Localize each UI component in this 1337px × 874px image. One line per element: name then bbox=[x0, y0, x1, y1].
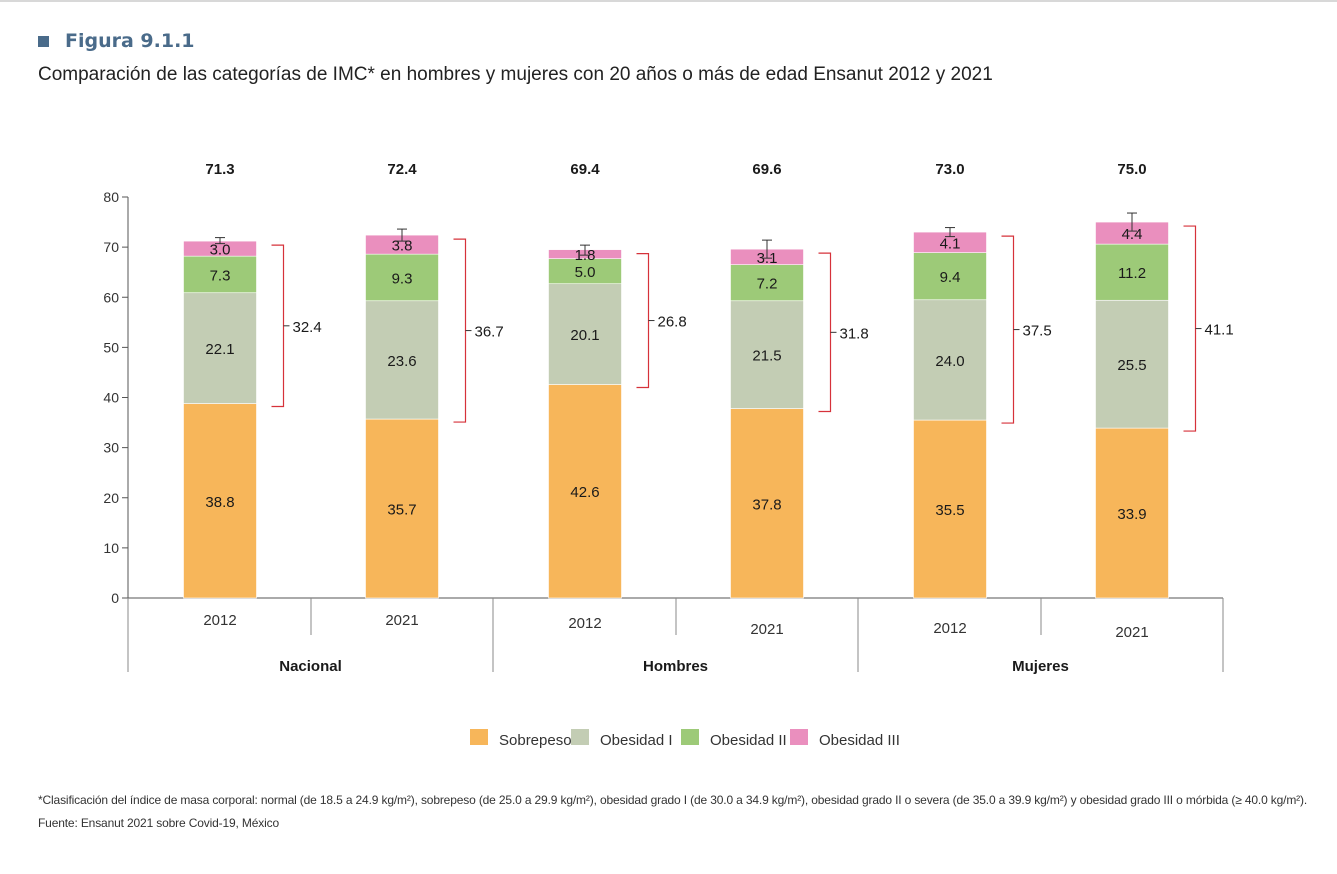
data-label: 35.7 bbox=[387, 502, 416, 519]
y-tick-label: 60 bbox=[103, 289, 119, 305]
bar-segment-obesidad-ii bbox=[730, 264, 804, 302]
bar-segment-obesidad-ii bbox=[1095, 243, 1169, 301]
data-label: 7.3 bbox=[210, 267, 231, 284]
data-label: 9.3 bbox=[392, 270, 413, 287]
data-label: 42.6 bbox=[570, 484, 599, 501]
obesity-bracket bbox=[636, 253, 650, 389]
bar-segment-obesidad-i bbox=[548, 283, 622, 385]
bar-segment-obesidad-i bbox=[365, 300, 439, 420]
figure-square-icon bbox=[38, 35, 49, 47]
bar-segment-obesidad-ii bbox=[913, 252, 987, 301]
data-label: 5.0 bbox=[575, 264, 596, 281]
data-label: 7.2 bbox=[757, 276, 778, 293]
y-tick-label: 80 bbox=[103, 189, 119, 205]
obesity-bracket bbox=[453, 238, 467, 423]
y-tick-label: 70 bbox=[103, 239, 119, 255]
obesity-bracket bbox=[1001, 235, 1015, 424]
bar-segment-obesidad-i bbox=[730, 300, 804, 409]
footnote-source: Fuente: Ensanut 2021 sobre Covid-19, Méx… bbox=[38, 816, 280, 830]
legend-label: Sobrepeso bbox=[499, 732, 572, 749]
data-label: 37.8 bbox=[752, 496, 781, 513]
data-label: 24.0 bbox=[935, 353, 964, 370]
obesity-total-label: 26.8 bbox=[658, 314, 687, 331]
bar-segment-obesidad-ii bbox=[183, 255, 257, 294]
legend-swatch bbox=[790, 729, 808, 745]
x-group-label: Nacional bbox=[279, 658, 342, 675]
bar-segment-sobrepeso bbox=[548, 384, 622, 599]
data-label: 25.5 bbox=[1117, 357, 1146, 374]
figure-label: Figura 9.1.1 bbox=[65, 30, 195, 52]
bar-total-label: 75.0 bbox=[1117, 161, 1146, 178]
legend-label: Obesidad I bbox=[600, 732, 673, 749]
obesity-total-label: 41.1 bbox=[1205, 322, 1234, 339]
bar-total-label: 72.4 bbox=[387, 161, 417, 178]
bar-total-label: 69.6 bbox=[752, 161, 781, 178]
bar-total-label: 71.3 bbox=[205, 161, 234, 178]
x-category-label: 2021 bbox=[750, 621, 783, 638]
data-label: 4.1 bbox=[940, 235, 961, 252]
bar-total-label: 69.4 bbox=[570, 161, 600, 178]
y-tick-label: 10 bbox=[103, 540, 119, 556]
data-label: 22.1 bbox=[205, 341, 234, 358]
top-rule bbox=[0, 0, 1337, 2]
bar-segment-sobrepeso bbox=[1095, 427, 1169, 599]
data-label: 11.2 bbox=[1118, 265, 1146, 282]
bar-segment-obesidad-i bbox=[183, 292, 257, 404]
obesity-bracket bbox=[271, 244, 285, 408]
y-tick-label: 40 bbox=[103, 390, 119, 406]
x-category-label: 2021 bbox=[385, 612, 418, 629]
obesity-total-label: 32.4 bbox=[293, 319, 322, 336]
bar-segment-obesidad-ii bbox=[365, 253, 439, 302]
obesity-bracket bbox=[818, 252, 832, 413]
x-group-label: Hombres bbox=[643, 658, 708, 675]
figure-header: Figura 9.1.1 bbox=[38, 30, 195, 52]
legend-swatch bbox=[470, 729, 488, 745]
data-label: 3.8 bbox=[392, 238, 413, 255]
obesity-total-label: 36.7 bbox=[475, 324, 504, 341]
data-label: 20.1 bbox=[570, 327, 599, 344]
data-label: 9.4 bbox=[940, 269, 961, 286]
data-label: 38.8 bbox=[205, 494, 234, 511]
data-label: 21.5 bbox=[752, 348, 781, 365]
data-label: 35.5 bbox=[935, 502, 964, 519]
legend-label: Obesidad III bbox=[819, 732, 900, 749]
bar-segment-sobrepeso bbox=[913, 419, 987, 599]
legend-swatch bbox=[571, 729, 589, 745]
bar-segment-sobrepeso bbox=[183, 403, 257, 599]
data-label: 3.0 bbox=[210, 242, 231, 259]
x-category-label: 2012 bbox=[203, 612, 236, 629]
y-tick-label: 0 bbox=[111, 590, 119, 606]
obesity-bracket bbox=[1183, 225, 1197, 432]
obesity-total-label: 31.8 bbox=[840, 325, 869, 342]
footnote-classification: *Clasificación del índice de masa corpor… bbox=[38, 793, 1308, 807]
bar-total-label: 73.0 bbox=[935, 161, 964, 178]
x-category-label: 2021 bbox=[1115, 624, 1148, 641]
y-tick-label: 50 bbox=[103, 339, 119, 355]
y-tick-label: 30 bbox=[103, 440, 119, 456]
bar-segment-sobrepeso bbox=[365, 418, 439, 599]
data-label: 33.9 bbox=[1117, 506, 1146, 523]
bar-segment-obesidad-i bbox=[1095, 299, 1169, 429]
x-group-label: Mujeres bbox=[1012, 658, 1069, 675]
obesity-total-label: 37.5 bbox=[1023, 323, 1052, 340]
legend-swatch bbox=[681, 729, 699, 745]
bar-segment-sobrepeso bbox=[730, 408, 804, 599]
bar-segment-obesidad-i bbox=[913, 299, 987, 421]
bar-segment-obesidad-ii bbox=[548, 258, 622, 285]
data-label: 4.4 bbox=[1122, 226, 1143, 243]
figure-title: Comparación de las categorías de IMC* en… bbox=[38, 64, 993, 85]
data-label: 23.6 bbox=[387, 353, 416, 370]
x-category-label: 2012 bbox=[933, 620, 966, 637]
x-category-label: 2012 bbox=[568, 615, 601, 632]
legend-label: Obesidad II bbox=[710, 732, 787, 749]
y-tick-label: 20 bbox=[103, 490, 119, 506]
